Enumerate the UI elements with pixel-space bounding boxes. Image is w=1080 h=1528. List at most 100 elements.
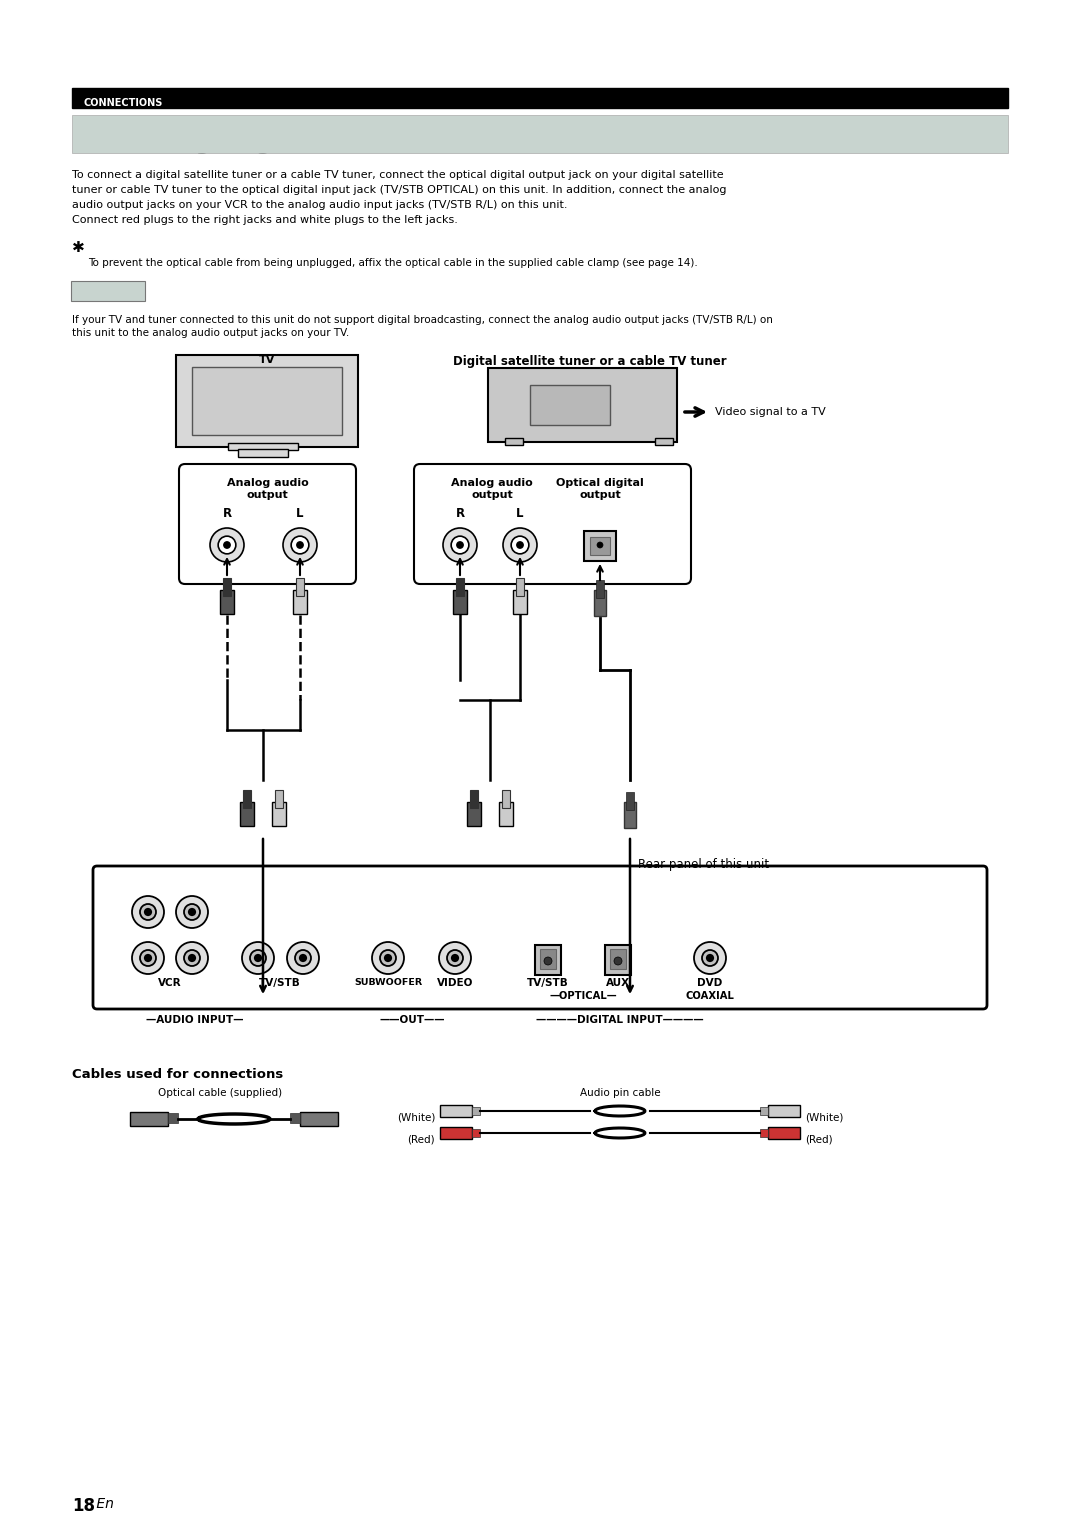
Bar [624,802,636,828]
Text: (Red): (Red) [805,1134,833,1144]
Bar [72,115,1008,153]
Circle shape [176,895,208,927]
Bar [238,449,288,457]
Bar [168,1112,178,1123]
Circle shape [544,957,552,966]
Circle shape [706,955,713,961]
Bar [472,1129,480,1137]
Text: R: R [456,507,464,520]
Text: AUX: AUX [606,978,630,989]
Text: En: En [92,1497,113,1511]
Circle shape [451,536,469,553]
Circle shape [132,941,164,973]
Bar [516,578,524,596]
Bar [605,944,631,975]
Bar [505,439,523,445]
Text: R: R [222,507,231,520]
Text: DVD: DVD [698,978,723,989]
Circle shape [189,955,195,961]
Text: Video signal to a TV: Video signal to a TV [715,406,826,417]
Circle shape [132,895,164,927]
Text: Optical cable (supplied): Optical cable (supplied) [158,1088,282,1099]
Circle shape [184,950,200,966]
Text: output: output [579,490,621,500]
Circle shape [210,529,244,562]
Bar [272,802,286,827]
Text: tuner or cable TV tuner to the optical digital input jack (TV/STB OPTICAL) on th: tuner or cable TV tuner to the optical d… [72,185,727,196]
Bar [293,590,307,614]
Text: Optical digital: Optical digital [556,478,644,487]
Text: audio output jacks on your VCR to the analog audio input jacks (TV/STB R/L) on t: audio output jacks on your VCR to the an… [72,200,567,209]
Circle shape [380,950,396,966]
Text: CONNECTIONS: CONNECTIONS [84,98,163,108]
Circle shape [224,542,230,549]
Bar [768,1105,800,1117]
Text: L: L [296,507,303,520]
Circle shape [189,909,195,915]
Text: Connecting a digital satellite tuner or a cable TV tuner: Connecting a digital satellite tuner or … [86,136,687,154]
Text: —AUDIO INPUT—: —AUDIO INPUT— [146,1015,244,1025]
Bar [296,578,303,596]
Text: Analog audio: Analog audio [451,478,532,487]
Bar [530,385,610,425]
Text: Rear panel of this unit: Rear panel of this unit [638,859,769,871]
Text: (Red): (Red) [407,1134,435,1144]
Bar [540,949,556,969]
Circle shape [184,905,200,920]
Circle shape [297,542,303,549]
Text: SUBWOOFER: SUBWOOFER [354,978,422,987]
Circle shape [457,542,463,549]
Bar [440,1128,472,1138]
Circle shape [249,950,266,966]
Circle shape [447,950,463,966]
Bar [596,581,604,597]
Text: L: L [516,507,524,520]
Text: Note: Note [78,290,111,304]
Bar [472,1106,480,1115]
Circle shape [218,536,235,553]
Bar [228,443,298,451]
Circle shape [176,941,208,973]
Bar [222,578,231,596]
Circle shape [443,529,477,562]
Circle shape [242,941,274,973]
Text: ——OUT——: ——OUT—— [379,1015,445,1025]
Circle shape [145,909,151,915]
Text: VIDEO: VIDEO [436,978,473,989]
Circle shape [615,957,622,966]
Circle shape [451,955,458,961]
Text: COAXIAL: COAXIAL [686,992,734,1001]
Bar [513,590,527,614]
FancyBboxPatch shape [179,465,356,584]
Text: Analog audio: Analog audio [227,478,309,487]
Bar [654,439,673,445]
Circle shape [438,941,471,973]
Circle shape [300,955,307,961]
Text: TV/STB: TV/STB [527,978,569,989]
Text: (White): (White) [396,1112,435,1122]
Bar [760,1129,768,1137]
Circle shape [145,955,151,961]
Circle shape [372,941,404,973]
Circle shape [140,905,156,920]
Text: If your TV and tuner connected to this unit do not support digital broadcasting,: If your TV and tuner connected to this u… [72,315,773,325]
Bar [768,1128,800,1138]
Bar [440,1105,472,1117]
Circle shape [517,542,523,549]
FancyBboxPatch shape [414,465,691,584]
Text: this unit to the analog audio output jacks on your TV.: this unit to the analog audio output jac… [72,329,349,338]
Bar [594,590,606,616]
Circle shape [694,941,726,973]
Bar [275,790,283,808]
Bar [300,1112,338,1126]
Circle shape [283,529,318,562]
Bar [760,1106,768,1115]
Text: output: output [246,490,288,500]
Bar [502,790,510,808]
Circle shape [503,529,537,562]
FancyBboxPatch shape [93,866,987,1008]
Circle shape [292,536,309,553]
Text: 18: 18 [72,1497,95,1514]
Text: To prevent the optical cable from being unplugged, affix the optical cable in th: To prevent the optical cable from being … [87,258,698,267]
Text: Audio pin cable: Audio pin cable [580,1088,660,1099]
